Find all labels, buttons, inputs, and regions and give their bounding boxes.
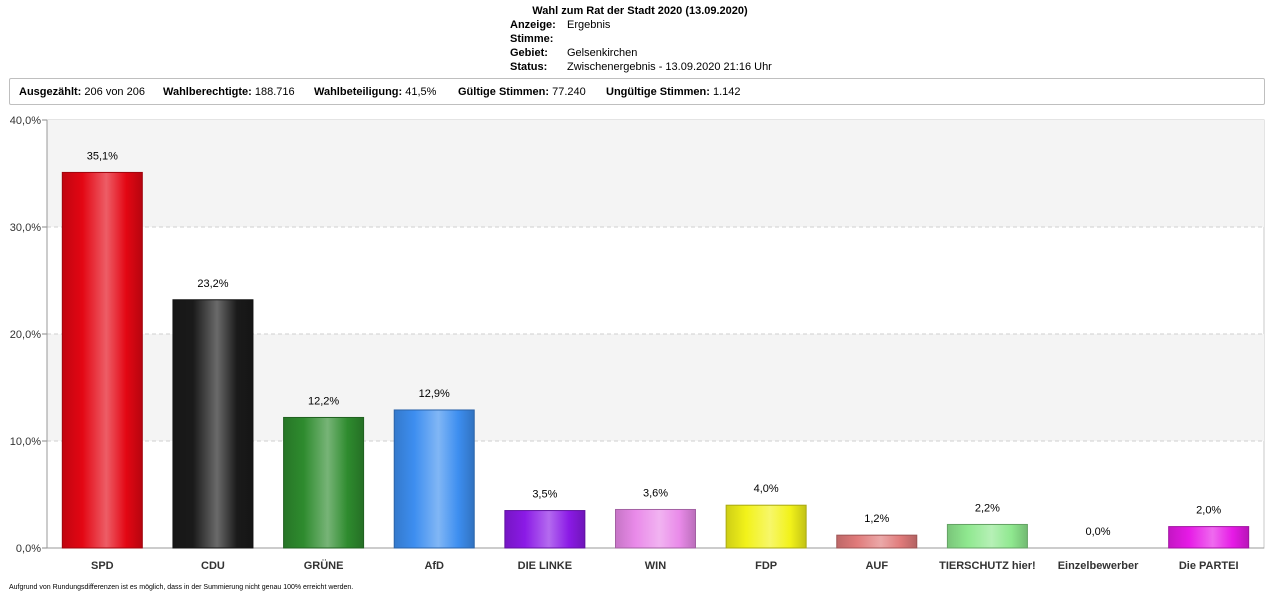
x-tick-label: Einzelbewerber bbox=[1058, 560, 1139, 572]
bar-grüne bbox=[284, 417, 364, 548]
y-tick-label: 10,0% bbox=[10, 436, 41, 448]
bar-spd bbox=[62, 172, 142, 548]
data-label: 23,2% bbox=[197, 278, 228, 290]
x-tick-label: WIN bbox=[645, 560, 666, 572]
y-tick-label: 40,0% bbox=[10, 115, 41, 127]
x-tick-label: GRÜNE bbox=[304, 559, 344, 572]
y-tick-label: 20,0% bbox=[10, 329, 41, 341]
stat-counted: Ausgezählt: 206 von 206 bbox=[19, 86, 145, 98]
data-label: 3,5% bbox=[532, 489, 557, 501]
x-tick-label: Die PARTEI bbox=[1179, 560, 1239, 572]
bar-tierschutz-hier- bbox=[947, 524, 1027, 548]
meta-key-status: Status: bbox=[510, 60, 567, 74]
bar-auf bbox=[837, 535, 917, 548]
y-tick-label: 0,0% bbox=[16, 543, 41, 555]
meta-key-vote: Stimme: bbox=[510, 32, 567, 46]
bar-afd bbox=[394, 410, 474, 548]
meta-key-display: Anzeige: bbox=[510, 18, 567, 32]
bar-cdu bbox=[173, 300, 253, 548]
meta-key-area: Gebiet: bbox=[510, 46, 567, 60]
data-label: 1,2% bbox=[864, 513, 889, 525]
data-label: 3,6% bbox=[643, 487, 668, 499]
data-label: 0,0% bbox=[1086, 526, 1111, 538]
chart-area: 0,0% 10,0% 20,0% 30,0% 40,0% 35,1% SPD 23,2% CDU… bbox=[0, 110, 1280, 585]
x-tick-label: TIERSCHUTZ hier! bbox=[939, 560, 1036, 572]
grid-band bbox=[47, 120, 1264, 227]
rounding-footnote: Aufgrund von Rundungsdifferenzen ist es … bbox=[9, 584, 353, 591]
y-tick-label: 30,0% bbox=[10, 222, 41, 234]
stat-eligible: Wahlberechtigte: 188.716 bbox=[163, 86, 295, 98]
x-tick-label: DIE LINKE bbox=[518, 560, 572, 572]
stat-valid: Gültige Stimmen: 77.240 bbox=[458, 86, 586, 98]
data-label: 12,2% bbox=[308, 395, 339, 407]
x-tick-label: AUF bbox=[865, 560, 888, 572]
data-label: 12,9% bbox=[419, 388, 450, 400]
bar-win bbox=[616, 509, 696, 548]
x-tick-label: SPD bbox=[91, 560, 114, 572]
chart-title: Wahl zum Rat der Stadt 2020 (13.09.2020) bbox=[0, 5, 1280, 17]
data-label: 2,0% bbox=[1196, 505, 1221, 517]
meta-value-display: Ergebnis bbox=[567, 19, 610, 31]
bar-fdp bbox=[726, 505, 806, 548]
meta-keys: Anzeige: Ergebnis Stimme: Gebiet: Gelsenki… bbox=[510, 18, 772, 74]
meta-value-area: Gelsenkirchen bbox=[567, 47, 637, 59]
data-label: 35,1% bbox=[87, 150, 118, 162]
data-label: 2,2% bbox=[975, 502, 1000, 514]
x-tick-label: FDP bbox=[755, 560, 777, 572]
bar-chart: 0,0% 10,0% 20,0% 30,0% 40,0% 35,1% SPD 23,2% CDU… bbox=[0, 110, 1280, 580]
data-label: 4,0% bbox=[754, 483, 779, 495]
x-tick-label: AfD bbox=[424, 560, 444, 572]
bar-die-linke bbox=[505, 511, 585, 548]
stat-turnout: Wahlbeteiligung: 41,5% bbox=[314, 86, 436, 98]
x-tick-label: CDU bbox=[201, 560, 225, 572]
stat-invalid: Ungültige Stimmen: 1.142 bbox=[606, 86, 740, 98]
bar-die-partei bbox=[1169, 527, 1249, 548]
meta-value-status: Zwischenergebnis - 13.09.2020 21:16 Uhr bbox=[567, 61, 772, 73]
statistics-box: Ausgezählt: 206 von 206 Wahlberechtigte:… bbox=[9, 78, 1265, 105]
